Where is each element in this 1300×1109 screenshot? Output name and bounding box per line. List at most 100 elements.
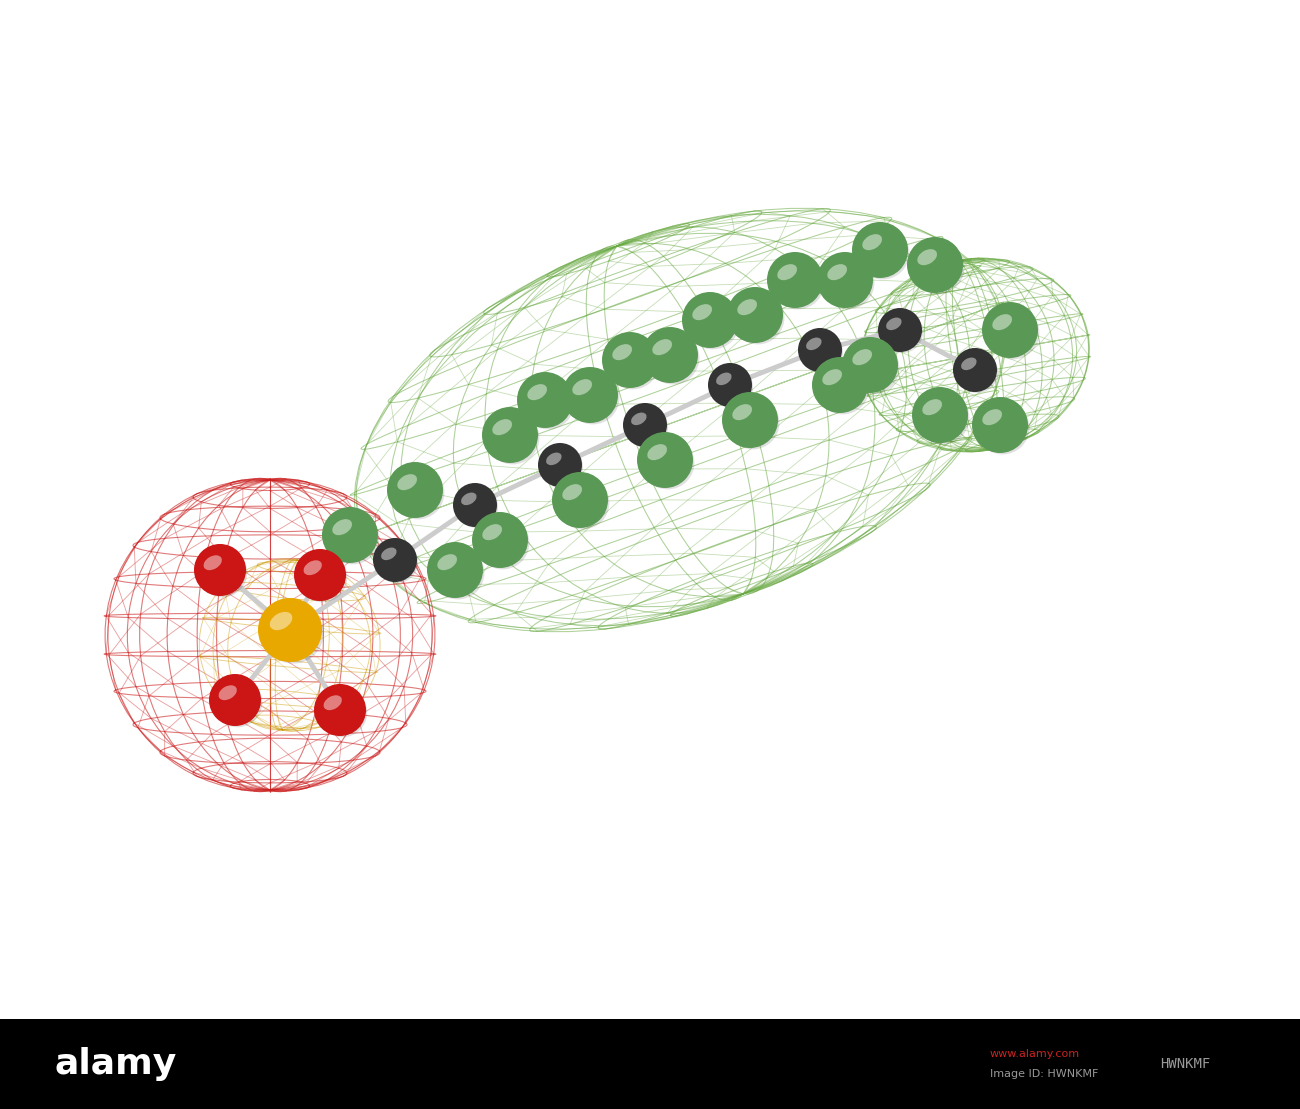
Circle shape	[476, 516, 529, 569]
Circle shape	[521, 376, 575, 429]
Ellipse shape	[918, 250, 937, 265]
Text: www.alamy.com: www.alamy.com	[991, 1049, 1080, 1059]
Circle shape	[198, 548, 247, 598]
Circle shape	[812, 357, 868, 413]
Circle shape	[953, 348, 997, 391]
Circle shape	[376, 541, 419, 583]
Circle shape	[846, 342, 900, 395]
Ellipse shape	[546, 452, 562, 465]
Circle shape	[907, 237, 963, 293]
Text: HWNKMF: HWNKMF	[1160, 1057, 1210, 1071]
Circle shape	[482, 407, 538, 462]
Circle shape	[957, 352, 998, 393]
Circle shape	[911, 241, 965, 294]
Circle shape	[391, 466, 445, 519]
Circle shape	[602, 332, 658, 388]
Circle shape	[387, 462, 443, 518]
Circle shape	[816, 252, 874, 308]
Circle shape	[541, 446, 584, 488]
Ellipse shape	[823, 369, 842, 385]
Ellipse shape	[528, 384, 547, 400]
Ellipse shape	[218, 685, 237, 700]
Ellipse shape	[992, 314, 1011, 330]
Ellipse shape	[204, 556, 222, 570]
Circle shape	[972, 397, 1028, 452]
Ellipse shape	[983, 409, 1002, 425]
Circle shape	[194, 545, 246, 596]
Circle shape	[916, 391, 970, 445]
Ellipse shape	[630, 413, 646, 425]
Circle shape	[606, 336, 659, 389]
Circle shape	[257, 598, 322, 662]
Circle shape	[318, 688, 368, 737]
Circle shape	[641, 436, 694, 489]
Circle shape	[976, 401, 1030, 455]
Circle shape	[517, 372, 573, 428]
Circle shape	[556, 476, 610, 529]
Circle shape	[771, 256, 824, 309]
Circle shape	[456, 487, 498, 528]
Circle shape	[731, 292, 784, 345]
Circle shape	[637, 433, 693, 488]
Circle shape	[562, 367, 618, 423]
Circle shape	[727, 396, 780, 449]
Bar	[0, 1019, 1300, 1109]
Circle shape	[627, 406, 668, 448]
Circle shape	[816, 362, 870, 415]
Circle shape	[987, 306, 1040, 359]
Ellipse shape	[862, 234, 881, 251]
Circle shape	[552, 472, 608, 528]
Circle shape	[298, 553, 347, 602]
Ellipse shape	[716, 373, 732, 385]
Ellipse shape	[827, 264, 848, 281]
Circle shape	[682, 292, 738, 348]
Ellipse shape	[853, 349, 872, 365]
Circle shape	[842, 337, 898, 393]
Circle shape	[326, 511, 380, 564]
Ellipse shape	[333, 519, 352, 536]
Ellipse shape	[381, 548, 396, 560]
Ellipse shape	[304, 560, 322, 576]
Circle shape	[852, 222, 907, 278]
Ellipse shape	[270, 612, 292, 630]
Circle shape	[322, 507, 378, 563]
Ellipse shape	[647, 444, 667, 460]
Ellipse shape	[437, 554, 458, 570]
Circle shape	[686, 296, 740, 349]
Ellipse shape	[462, 492, 477, 505]
Circle shape	[209, 674, 261, 726]
Ellipse shape	[732, 404, 751, 420]
Ellipse shape	[961, 357, 976, 370]
Circle shape	[426, 542, 484, 598]
Circle shape	[213, 678, 263, 728]
Ellipse shape	[398, 475, 417, 490]
Circle shape	[623, 403, 667, 447]
Circle shape	[708, 363, 751, 407]
Ellipse shape	[922, 399, 942, 415]
Ellipse shape	[572, 379, 592, 395]
Ellipse shape	[612, 344, 632, 360]
Circle shape	[822, 256, 875, 309]
Circle shape	[432, 547, 485, 599]
Circle shape	[538, 442, 582, 487]
Ellipse shape	[887, 317, 902, 330]
Circle shape	[798, 328, 842, 372]
Circle shape	[801, 332, 844, 373]
Circle shape	[486, 411, 540, 465]
Circle shape	[767, 252, 823, 308]
Circle shape	[982, 302, 1037, 358]
Ellipse shape	[482, 525, 502, 540]
Circle shape	[373, 538, 417, 582]
Circle shape	[263, 603, 324, 663]
Ellipse shape	[493, 419, 512, 435]
Circle shape	[857, 226, 910, 279]
Circle shape	[878, 308, 922, 352]
Ellipse shape	[653, 339, 672, 355]
Circle shape	[452, 484, 497, 527]
Ellipse shape	[563, 485, 582, 500]
Ellipse shape	[324, 695, 342, 710]
Text: Image ID: HWNKMF: Image ID: HWNKMF	[991, 1069, 1098, 1079]
Ellipse shape	[693, 304, 712, 321]
Circle shape	[881, 312, 923, 353]
Circle shape	[567, 372, 619, 425]
